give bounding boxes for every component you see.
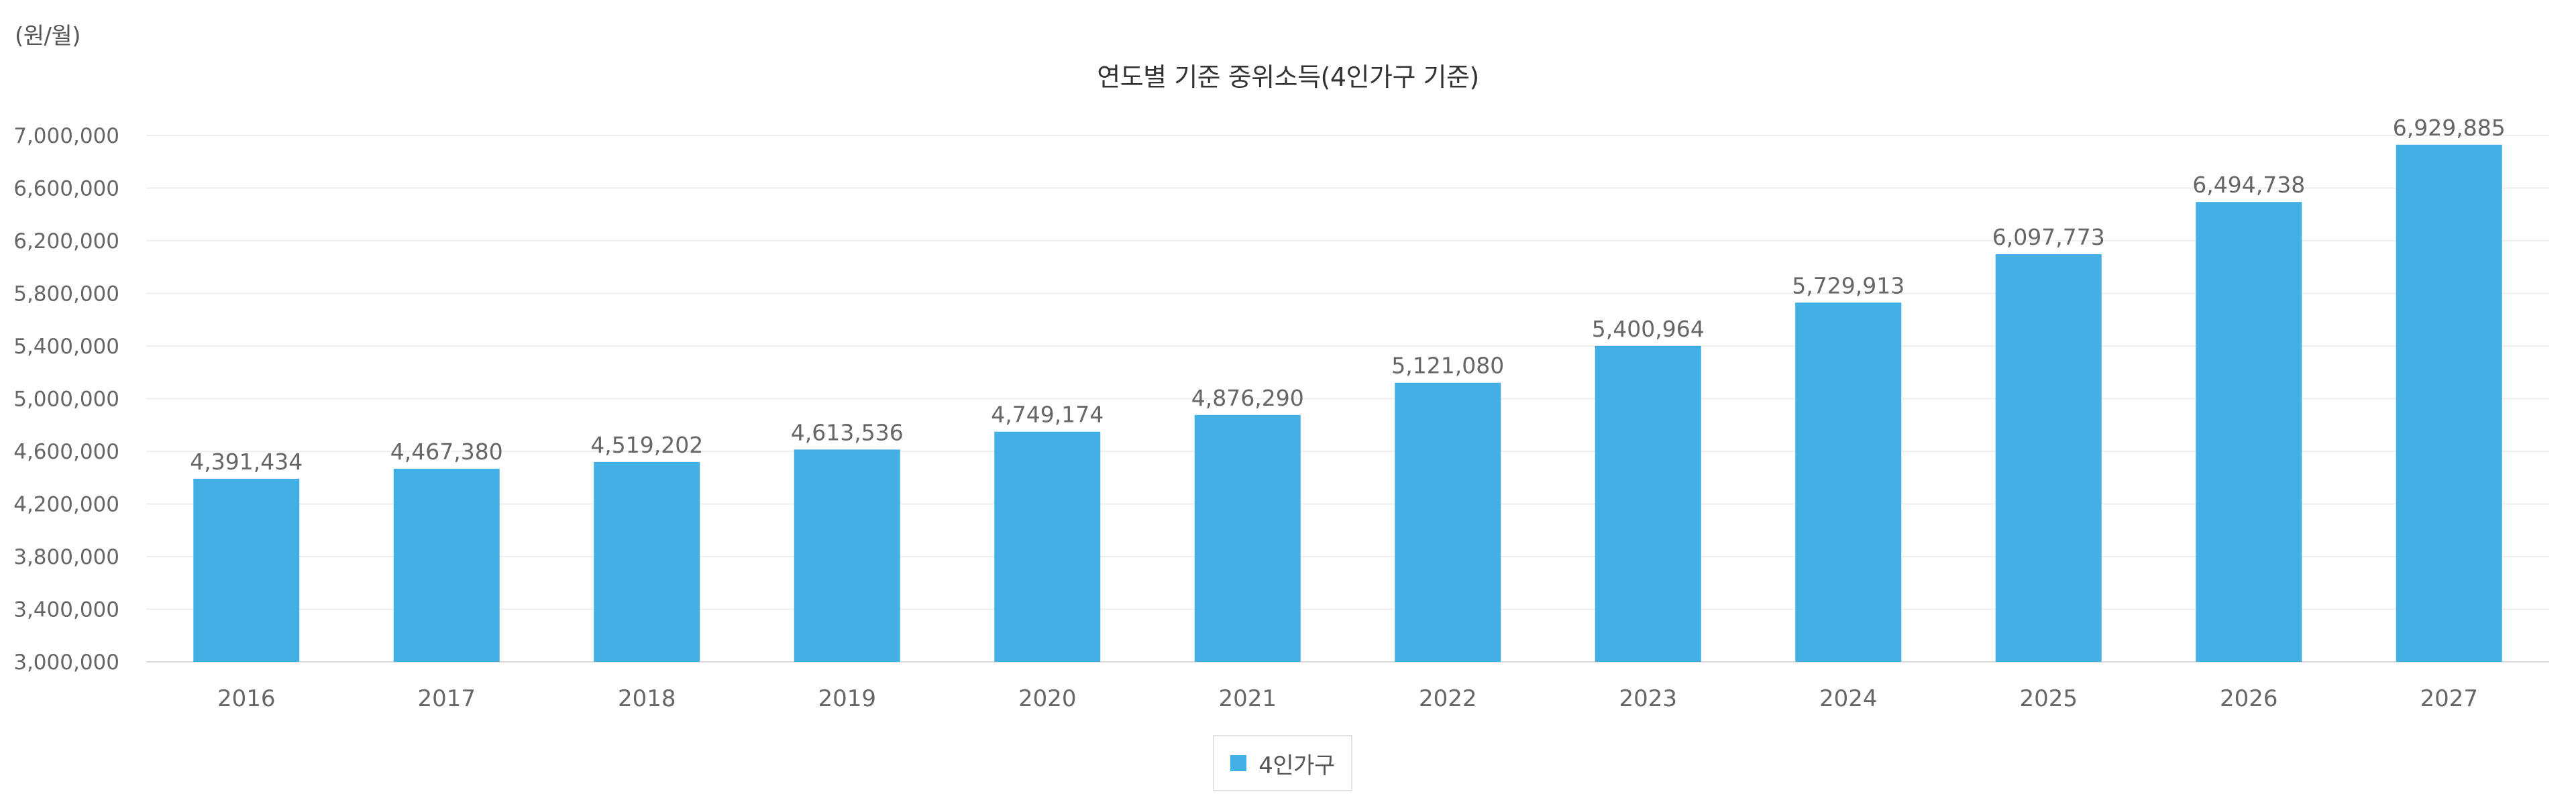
x-tick-label: 2019: [818, 685, 876, 712]
legend-label: 4인가구: [1258, 752, 1335, 779]
bar: [1995, 254, 2102, 663]
y-axis-ticks: 3,000,000 3,400,000 3,800,000 4,200,000 4,60…: [13, 124, 119, 675]
data-label: 4,519,202: [590, 432, 703, 458]
data-labels-layer: 4,391,434 4,467,380 4,519,202 4,613,536 4,74…: [190, 115, 2505, 475]
bar: [1795, 302, 1902, 662]
bar: [1595, 345, 1701, 662]
x-axis-ticks: 2016 2017 2018 2019 2020 2021 2022 2023 2024 2025…: [217, 685, 2478, 712]
y-tick-label: 3,400,000: [13, 598, 119, 622]
y-tick-label: 6,200,000: [13, 229, 119, 253]
bar: [2396, 144, 2502, 662]
bar-chart: 3,000,000 3,400,000 3,800,000 4,200,000 4,60…: [13, 115, 2549, 712]
x-tick-label: 2016: [217, 685, 276, 712]
data-label: 5,729,913: [1792, 272, 1904, 298]
y-tick-label: 3,000,000: [13, 650, 119, 675]
data-label: 4,749,174: [991, 402, 1104, 428]
y-tick-label: 4,600,000: [13, 440, 119, 464]
bar: [193, 478, 300, 662]
grid-layer: [146, 135, 2549, 663]
x-tick-label: 2027: [2420, 685, 2478, 712]
bar: [2196, 202, 2302, 662]
bar: [794, 449, 900, 662]
x-tick-label: 2025: [2019, 685, 2078, 712]
x-tick-label: 2026: [2220, 685, 2278, 712]
x-tick-label: 2018: [618, 685, 676, 712]
x-tick-label: 2024: [1819, 685, 1878, 712]
data-label: 6,494,738: [2192, 172, 2305, 198]
bar: [994, 431, 1101, 662]
bar: [393, 469, 500, 662]
unit-label: (원/월): [15, 23, 81, 50]
data-label: 5,121,080: [1391, 353, 1504, 379]
data-label: 4,613,536: [791, 419, 904, 445]
y-tick-label: 5,000,000: [13, 388, 119, 412]
x-tick-label: 2020: [1018, 685, 1077, 712]
data-label: 4,391,434: [190, 449, 303, 475]
data-label: 4,876,290: [1191, 385, 1304, 411]
y-tick-label: 5,400,000: [13, 335, 119, 359]
data-label: 4,467,380: [390, 439, 503, 465]
data-label: 5,400,964: [1592, 316, 1705, 342]
x-tick-label: 2023: [1619, 685, 1677, 712]
y-tick-label: 4,200,000: [13, 493, 119, 517]
y-tick-label: 6,600,000: [13, 177, 119, 201]
bar: [594, 461, 700, 662]
data-label: 6,929,885: [2393, 115, 2506, 141]
legend-swatch: [1230, 755, 1247, 771]
y-tick-label: 3,800,000: [13, 545, 119, 569]
chart-title: 연도별 기준 중위소득(4인가구 기준): [1097, 62, 1479, 92]
y-tick-label: 5,800,000: [13, 282, 119, 306]
bar: [1194, 414, 1301, 662]
data-label: 6,097,773: [1992, 224, 2105, 250]
legend[interactable]: 4인가구: [1213, 735, 1352, 791]
x-tick-label: 2022: [1419, 685, 1477, 712]
bars-layer: [193, 144, 2502, 663]
y-tick-label: 7,000,000: [13, 124, 119, 148]
x-tick-label: 2021: [1218, 685, 1277, 712]
bar: [1395, 382, 1501, 662]
x-tick-label: 2017: [417, 685, 476, 712]
